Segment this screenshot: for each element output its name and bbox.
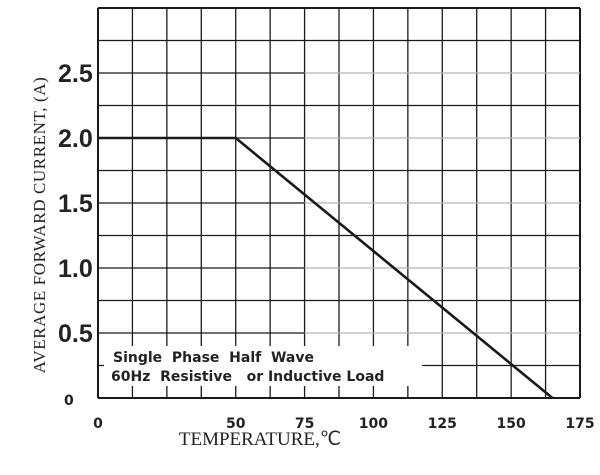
y-tick-label: 2.0 <box>58 125 93 153</box>
annotation-line-1: Single Phase Half Wave <box>113 350 314 366</box>
y-tick-label: 2.5 <box>58 60 93 88</box>
y-axis-label: AVERAGE FORWARD CURRENT, (A) <box>30 77 49 374</box>
y-tick-label: 1.0 <box>58 255 93 283</box>
y-tick-label: 1.5 <box>58 190 93 218</box>
x-tick-label: 125 <box>428 416 457 432</box>
y-tick-labels: 0 0.5 1.0 1.5 2.0 2.5 <box>58 60 93 409</box>
x-tick-label: 100 <box>359 416 388 432</box>
grid <box>98 8 580 398</box>
x-tick-label: 0 <box>93 416 103 432</box>
x-tick-label: 150 <box>497 416 526 432</box>
y-tick-label: 0 <box>64 393 74 409</box>
annotation-line-2: 60Hz Resistive or Inductive Load <box>111 369 384 385</box>
x-axis-label: TEMPERATURE,℃ <box>179 429 341 450</box>
x-tick-label: 175 <box>565 416 594 432</box>
y-tick-label: 0.5 <box>58 320 93 348</box>
